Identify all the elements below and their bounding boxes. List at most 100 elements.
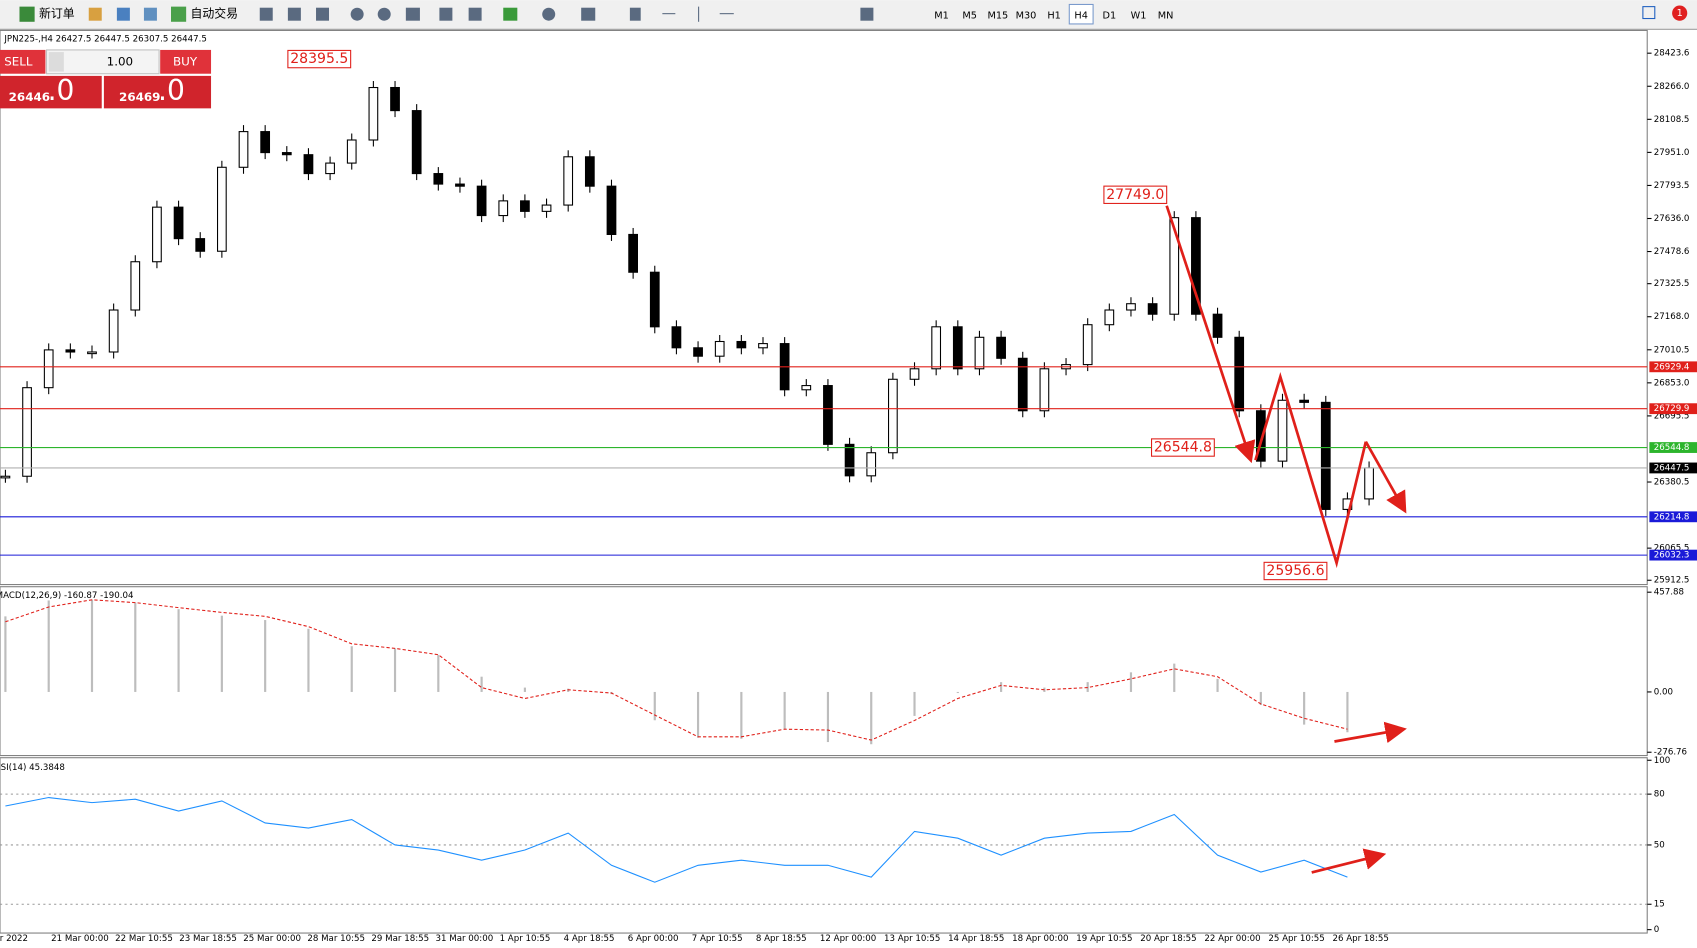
scroll-tool[interactable]: [439, 7, 453, 21]
macd-pane: [0, 586, 1648, 757]
candle: [130, 261, 141, 311]
timeframe-button[interactable]: H4: [1074, 10, 1088, 21]
timeframe-button[interactable]: D1: [1102, 10, 1116, 21]
timeframe-button[interactable]: M1: [934, 10, 949, 21]
periods-tool[interactable]: [542, 7, 556, 21]
candle: [909, 368, 920, 380]
candle: [87, 351, 97, 355]
price-level-tag: [1649, 361, 1697, 373]
toolbar-icon[interactable]: [88, 7, 102, 21]
time-label: 20 Apr 18:55: [1140, 934, 1196, 944]
line-chart-tool[interactable]: [316, 7, 330, 21]
volume-dropdown[interactable]: [48, 52, 64, 72]
bar-chart-tool[interactable]: [259, 7, 273, 21]
price-level-tag: [1649, 549, 1697, 561]
zoom-in-tool[interactable]: [350, 7, 364, 21]
label-tool[interactable]: [860, 7, 874, 21]
timeframe-button[interactable]: H1: [1047, 10, 1061, 21]
candle: [108, 309, 119, 353]
candle: [346, 139, 357, 164]
indicators-tool[interactable]: [503, 7, 518, 21]
candle: [303, 154, 314, 175]
time-label: 22 Mar 10:55: [115, 934, 173, 944]
auto-trading-button[interactable]: 自动交易: [190, 7, 238, 21]
time-label: Mar 2022: [0, 934, 28, 944]
candle: [411, 110, 422, 175]
crosshair-tool[interactable]: [662, 13, 676, 15]
hline-tool[interactable]: [719, 13, 734, 15]
timeframe-button[interactable]: M30: [1016, 10, 1037, 21]
candle: [888, 378, 898, 454]
price-level-label: 26214.8: [1654, 512, 1690, 522]
sell-label[interactable]: SELL: [4, 54, 33, 68]
candle: [931, 326, 942, 370]
templates-tool[interactable]: [581, 7, 596, 21]
toolbar-icon[interactable]: [143, 7, 157, 21]
alert-badge[interactable]: 1: [1677, 8, 1683, 19]
time-label: 14 Apr 18:55: [948, 934, 1004, 944]
candle: [476, 185, 487, 217]
time-label: 26 Apr 18:55: [1332, 934, 1388, 944]
price-level-tag: [1649, 403, 1697, 415]
candle: [823, 385, 833, 445]
buy-button[interactable]: [160, 49, 212, 74]
macd-bar: [783, 691, 786, 729]
price-level-label: 26929.4: [1654, 362, 1690, 372]
y-tick-label: 27793.5: [1654, 181, 1690, 191]
candle: [195, 238, 206, 252]
time-label: 4 Apr 18:55: [564, 934, 615, 944]
zoom-out-tool[interactable]: [377, 7, 391, 21]
timeframe-button[interactable]: MN: [1158, 10, 1174, 21]
new-order-icon[interactable]: [19, 6, 35, 22]
volume-box[interactable]: [45, 49, 160, 75]
price-level-tag: [1649, 442, 1697, 453]
time-label: 25 Apr 10:55: [1268, 934, 1324, 944]
tile-tool[interactable]: [405, 7, 420, 21]
search-button[interactable]: [1642, 6, 1656, 20]
volume-input[interactable]: 1.00: [107, 54, 133, 68]
candle-chart-tool[interactable]: [287, 7, 301, 21]
y-tick-label: 27168.0: [1654, 312, 1690, 322]
macd-bar: [480, 676, 483, 692]
timeframe-button[interactable]: W1: [1131, 10, 1147, 21]
price-annotation-box: [1150, 438, 1215, 457]
bid-box[interactable]: [0, 75, 102, 109]
candle: [758, 343, 768, 349]
candle: [390, 86, 400, 112]
candle: [541, 204, 552, 212]
vline-tool[interactable]: [698, 6, 700, 22]
chart-tools: [259, 6, 874, 22]
candle: [1364, 467, 1374, 500]
marks: M1 M5 M15 M30 H1 H4 D1 W1 MN Mar 2022 21 Mar 00:00…: [0, 10, 1697, 944]
shift-tool[interactable]: [468, 7, 482, 21]
timeframe-button[interactable]: M5: [962, 10, 977, 21]
price-level-label: 26729.9: [1654, 404, 1690, 414]
price-annotation: 25956.6: [1266, 563, 1324, 579]
macd-bar: [913, 691, 916, 716]
candle: [1147, 303, 1158, 315]
auto-trading-icon[interactable]: [170, 6, 187, 22]
symbol-header: JPN225-,H4 26427.5 26447.5 26307.5 26447…: [3, 35, 207, 45]
candle: [1234, 336, 1245, 412]
new-order-button[interactable]: 新订单: [39, 7, 75, 21]
y-tick-label: 28423.6: [1654, 49, 1690, 59]
buy-label[interactable]: BUY: [173, 54, 198, 68]
ask-box[interactable]: [103, 75, 212, 109]
sell-button[interactable]: [0, 49, 46, 74]
candle: [1299, 399, 1310, 403]
candle: [693, 347, 703, 357]
time-label: 19 Apr 10:55: [1076, 934, 1132, 944]
price-level-tag: [1649, 462, 1697, 474]
macd-bar: [1000, 682, 1003, 692]
price-annotation: 27749.0: [1106, 187, 1164, 203]
cursor-tool[interactable]: [629, 7, 641, 21]
time-label: 12 Apr 00:00: [820, 934, 876, 944]
toolbar-icon[interactable]: [116, 7, 130, 21]
macd-bar: [956, 691, 959, 694]
candle: [0, 475, 11, 479]
candle: [563, 156, 574, 206]
timeframe-button[interactable]: M15: [987, 10, 1008, 21]
candle: [173, 206, 184, 240]
price-level-label: 26447.5: [1654, 463, 1690, 473]
